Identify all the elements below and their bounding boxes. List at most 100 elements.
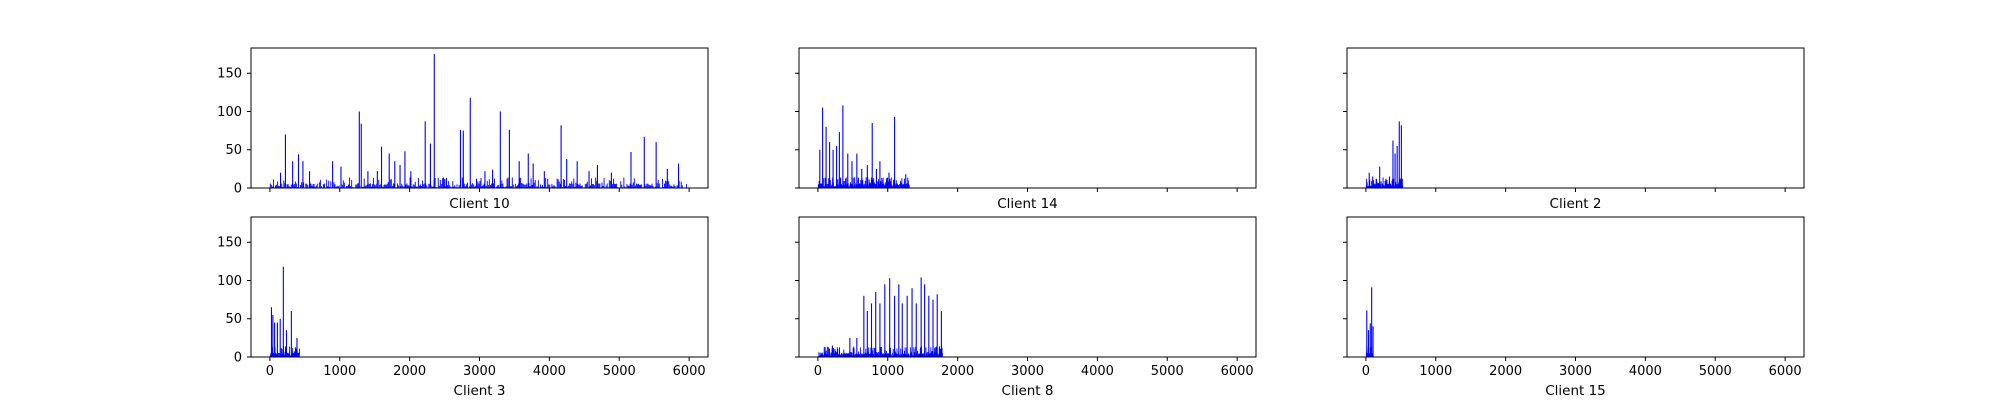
bar xyxy=(884,185,886,188)
bar-peak xyxy=(492,169,494,188)
bar xyxy=(579,183,581,188)
bar xyxy=(524,184,526,188)
bar xyxy=(669,184,671,188)
bar xyxy=(270,352,272,357)
bar xyxy=(877,352,879,357)
bar xyxy=(290,184,292,188)
bar-peak xyxy=(888,172,890,188)
bars-client-3 xyxy=(269,266,300,357)
bar xyxy=(1380,181,1382,188)
bar xyxy=(469,186,470,188)
bar xyxy=(882,177,884,188)
bar xyxy=(552,186,554,188)
bar xyxy=(922,353,924,357)
bar-peak xyxy=(831,345,833,357)
x-tick-label: 5000 xyxy=(603,364,636,379)
x-tick-label: 0 xyxy=(814,364,822,379)
bar xyxy=(909,347,911,357)
panel-client-14: Client 14 xyxy=(795,47,1257,212)
bar-peak xyxy=(630,152,632,188)
bar xyxy=(850,182,851,188)
bar xyxy=(534,180,536,188)
bar xyxy=(1383,185,1385,188)
bar xyxy=(598,183,600,188)
bar xyxy=(1401,178,1403,188)
bar xyxy=(286,352,288,357)
bar xyxy=(912,355,914,357)
bar xyxy=(507,177,509,188)
y-ticks-client-10: 0 50 100 150 xyxy=(217,67,251,197)
x-axis-label-client-2: Client 2 xyxy=(1550,196,1602,212)
bar xyxy=(422,180,424,188)
bar xyxy=(464,186,466,188)
bar xyxy=(528,183,530,188)
bar xyxy=(481,186,483,188)
bar xyxy=(829,180,831,188)
bar xyxy=(941,352,943,357)
bar xyxy=(865,348,867,357)
bar xyxy=(293,183,295,188)
bar xyxy=(899,354,901,357)
bar-peak xyxy=(932,299,934,357)
bar-peak xyxy=(884,284,886,357)
bar xyxy=(407,185,409,188)
bar xyxy=(844,185,846,188)
bar xyxy=(850,183,852,188)
x-ticks-client-2 xyxy=(1365,188,1786,192)
bar xyxy=(565,186,566,188)
bar xyxy=(868,179,870,188)
bar xyxy=(645,185,647,188)
bar xyxy=(876,352,878,357)
bar xyxy=(826,184,828,188)
y-tick-label: 50 xyxy=(225,143,242,158)
bar-peak xyxy=(376,171,378,188)
bar-peak xyxy=(360,123,362,188)
bar-peak xyxy=(643,136,645,188)
bar xyxy=(307,185,309,188)
bar xyxy=(666,181,668,188)
bar xyxy=(482,184,484,188)
bar xyxy=(401,183,403,188)
bar xyxy=(817,184,819,188)
bar xyxy=(280,347,282,357)
bar xyxy=(448,181,450,188)
bar xyxy=(674,185,676,188)
bar-peak xyxy=(666,168,668,188)
bar xyxy=(494,178,495,188)
bar xyxy=(919,353,921,357)
x-tick-label: 5000 xyxy=(1699,364,1732,379)
bar-peak xyxy=(285,330,288,357)
bar xyxy=(656,183,658,188)
bar xyxy=(926,355,928,357)
bar-peak xyxy=(284,134,286,188)
bar xyxy=(670,185,672,188)
bar xyxy=(363,178,365,188)
bar xyxy=(371,186,372,188)
bar xyxy=(284,346,286,357)
bar xyxy=(496,186,498,188)
bar xyxy=(638,183,639,188)
bar xyxy=(518,183,519,188)
bar xyxy=(501,180,503,188)
bar xyxy=(1366,178,1368,188)
bar xyxy=(477,181,479,188)
bar xyxy=(632,182,634,188)
bar xyxy=(1377,184,1378,188)
bar xyxy=(594,185,596,188)
bar xyxy=(833,186,835,188)
bar xyxy=(1390,183,1392,188)
bar xyxy=(852,347,854,357)
bar xyxy=(612,178,614,188)
bar xyxy=(417,177,419,188)
bar-peak xyxy=(851,161,853,188)
bar xyxy=(864,180,866,188)
x-axis-label-client-3: Client 3 xyxy=(454,383,506,399)
bar-peak xyxy=(1379,166,1381,188)
bar xyxy=(442,177,444,188)
bar xyxy=(636,184,638,188)
bar xyxy=(539,184,541,188)
bar-peak xyxy=(543,171,545,188)
bar xyxy=(288,186,290,188)
bar xyxy=(351,179,353,188)
bar xyxy=(685,183,687,188)
